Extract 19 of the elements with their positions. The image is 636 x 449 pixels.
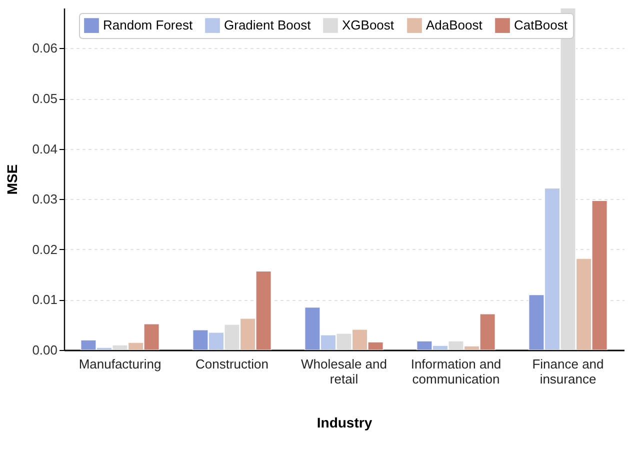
legend-label: Random Forest (103, 18, 193, 33)
y-tick-label: 0.06 (32, 40, 58, 56)
legend-label: CatBoost (514, 18, 568, 33)
x-tick-label: Construction (196, 356, 268, 372)
x-tick-label: Finance and insurance (532, 356, 604, 386)
y-tick-label: 0.01 (32, 292, 58, 308)
y-tick-label: 0.04 (32, 141, 58, 156)
y-axis-title: MSE (4, 164, 20, 195)
y-tick-label: 0.05 (32, 91, 58, 106)
x-axis-title: Industry (316, 414, 372, 430)
x-tick-label: Manufacturing (78, 356, 162, 372)
x-tick-label: Information and communication (410, 356, 502, 386)
legend-label: Gradient Boost (224, 18, 312, 33)
legend-label: AdaBoost (426, 18, 483, 33)
y-tick-label: 0.02 (32, 242, 58, 257)
x-tick-label: Wholesale and retail (301, 356, 387, 386)
y-tick-label: 0.03 (32, 192, 58, 207)
legend-label: XGBoost (342, 18, 394, 33)
y-tick-label: 0.00 (32, 342, 58, 358)
